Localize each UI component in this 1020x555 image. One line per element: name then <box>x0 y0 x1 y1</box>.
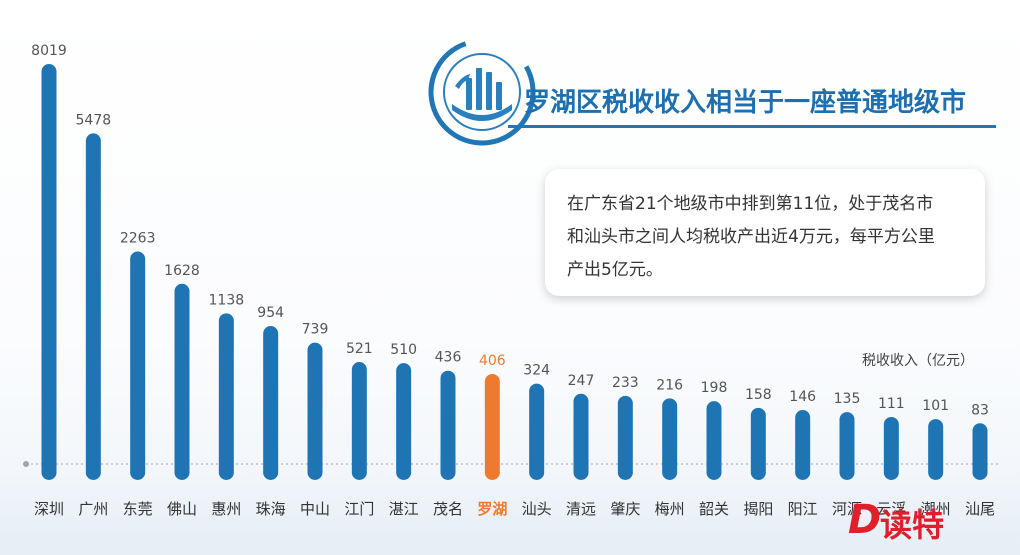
category-label-10: 罗湖 <box>477 500 507 518</box>
category-label-1: 广州 <box>78 500 108 518</box>
info-callout: 在广东省21个地级市中排到第11位，处于茂名市 和汕头市之间人均税收产出近4万元… <box>545 169 985 296</box>
category-label-17: 阳江 <box>788 500 818 518</box>
bar-5 <box>263 326 279 480</box>
info-line-1: 在广东省21个地级市中排到第11位，处于茂名市 <box>567 194 934 214</box>
title-underline <box>508 125 996 128</box>
unit-label: 税收收入（亿元） <box>862 353 974 369</box>
category-label-15: 韶关 <box>699 500 729 518</box>
value-label-11: 324 <box>523 363 550 379</box>
category-label-16: 揭阳 <box>743 500 773 518</box>
value-label-7: 521 <box>346 341 373 357</box>
chart-title: 罗湖区税收收入相当于一座普通地级市 <box>524 88 967 118</box>
bar-21 <box>972 423 988 480</box>
bar-4 <box>218 313 234 480</box>
info-line-3: 产出5亿元。 <box>567 260 663 280</box>
value-label-16: 158 <box>745 387 772 403</box>
value-label-21: 83 <box>971 402 989 418</box>
category-label-14: 梅州 <box>655 500 685 518</box>
bar-12 <box>573 393 589 480</box>
value-label-20: 101 <box>922 398 949 414</box>
value-label-8: 510 <box>390 342 417 358</box>
background-bottom-wash <box>0 470 1020 555</box>
bar-1 <box>85 133 101 481</box>
value-label-3: 1628 <box>164 263 200 279</box>
value-label-9: 436 <box>435 350 462 366</box>
category-label-20: 潮州 <box>921 500 951 518</box>
info-line-2: 和汕头市之间人均税收产出近4万元，每平方公里 <box>567 227 935 247</box>
value-label-18: 135 <box>834 391 861 407</box>
value-label-1: 5478 <box>76 112 112 128</box>
bar-13 <box>617 395 633 480</box>
category-label-4: 惠州 <box>211 500 241 518</box>
bar-9 <box>440 370 456 480</box>
category-label-0: 深圳 <box>34 500 64 518</box>
category-label-3: 佛山 <box>167 500 197 518</box>
bar-6 <box>307 342 323 480</box>
category-label-2: 东莞 <box>123 500 153 518</box>
value-label-2: 2263 <box>120 231 156 247</box>
bar-3 <box>174 283 190 480</box>
value-label-6: 739 <box>302 322 329 338</box>
bar-15 <box>706 401 722 480</box>
bar-16 <box>750 407 766 480</box>
value-label-14: 216 <box>656 377 683 393</box>
value-label-0: 8019 <box>31 43 67 59</box>
category-label-11: 汕头 <box>522 500 552 518</box>
value-label-13: 233 <box>612 375 639 391</box>
category-label-7: 江门 <box>344 500 374 518</box>
bar-17 <box>795 410 811 480</box>
bar-11 <box>529 383 545 480</box>
value-label-17: 146 <box>789 389 816 405</box>
category-label-19: 云浮 <box>876 500 906 518</box>
category-label-8: 湛江 <box>389 500 419 518</box>
brand-logo-text: 读特 <box>880 506 945 544</box>
bar-19 <box>883 416 899 480</box>
value-label-19: 111 <box>878 396 905 412</box>
axis-origin-dot <box>23 461 29 467</box>
bar-2 <box>130 251 146 480</box>
category-label-21: 汕尾 <box>965 500 995 518</box>
category-label-6: 中山 <box>300 500 330 518</box>
category-label-18: 河源 <box>832 500 862 518</box>
category-label-5: 珠海 <box>256 500 286 518</box>
bar-20 <box>928 419 944 480</box>
value-label-12: 247 <box>568 373 595 389</box>
bar-8 <box>396 363 412 480</box>
bar-14 <box>662 398 678 480</box>
category-label-13: 肇庆 <box>610 500 640 518</box>
bar-7 <box>351 362 367 480</box>
category-label-9: 茂名 <box>433 500 463 518</box>
value-label-4: 1138 <box>209 292 245 308</box>
value-label-5: 954 <box>257 305 284 321</box>
bar-18 <box>839 412 855 480</box>
value-label-15: 198 <box>701 380 728 396</box>
value-label-10: 406 <box>479 353 506 369</box>
brand-logo-mark: D <box>848 497 882 543</box>
bar-0 <box>41 64 57 480</box>
category-label-12: 清远 <box>566 500 596 518</box>
bar-10 <box>484 373 500 480</box>
